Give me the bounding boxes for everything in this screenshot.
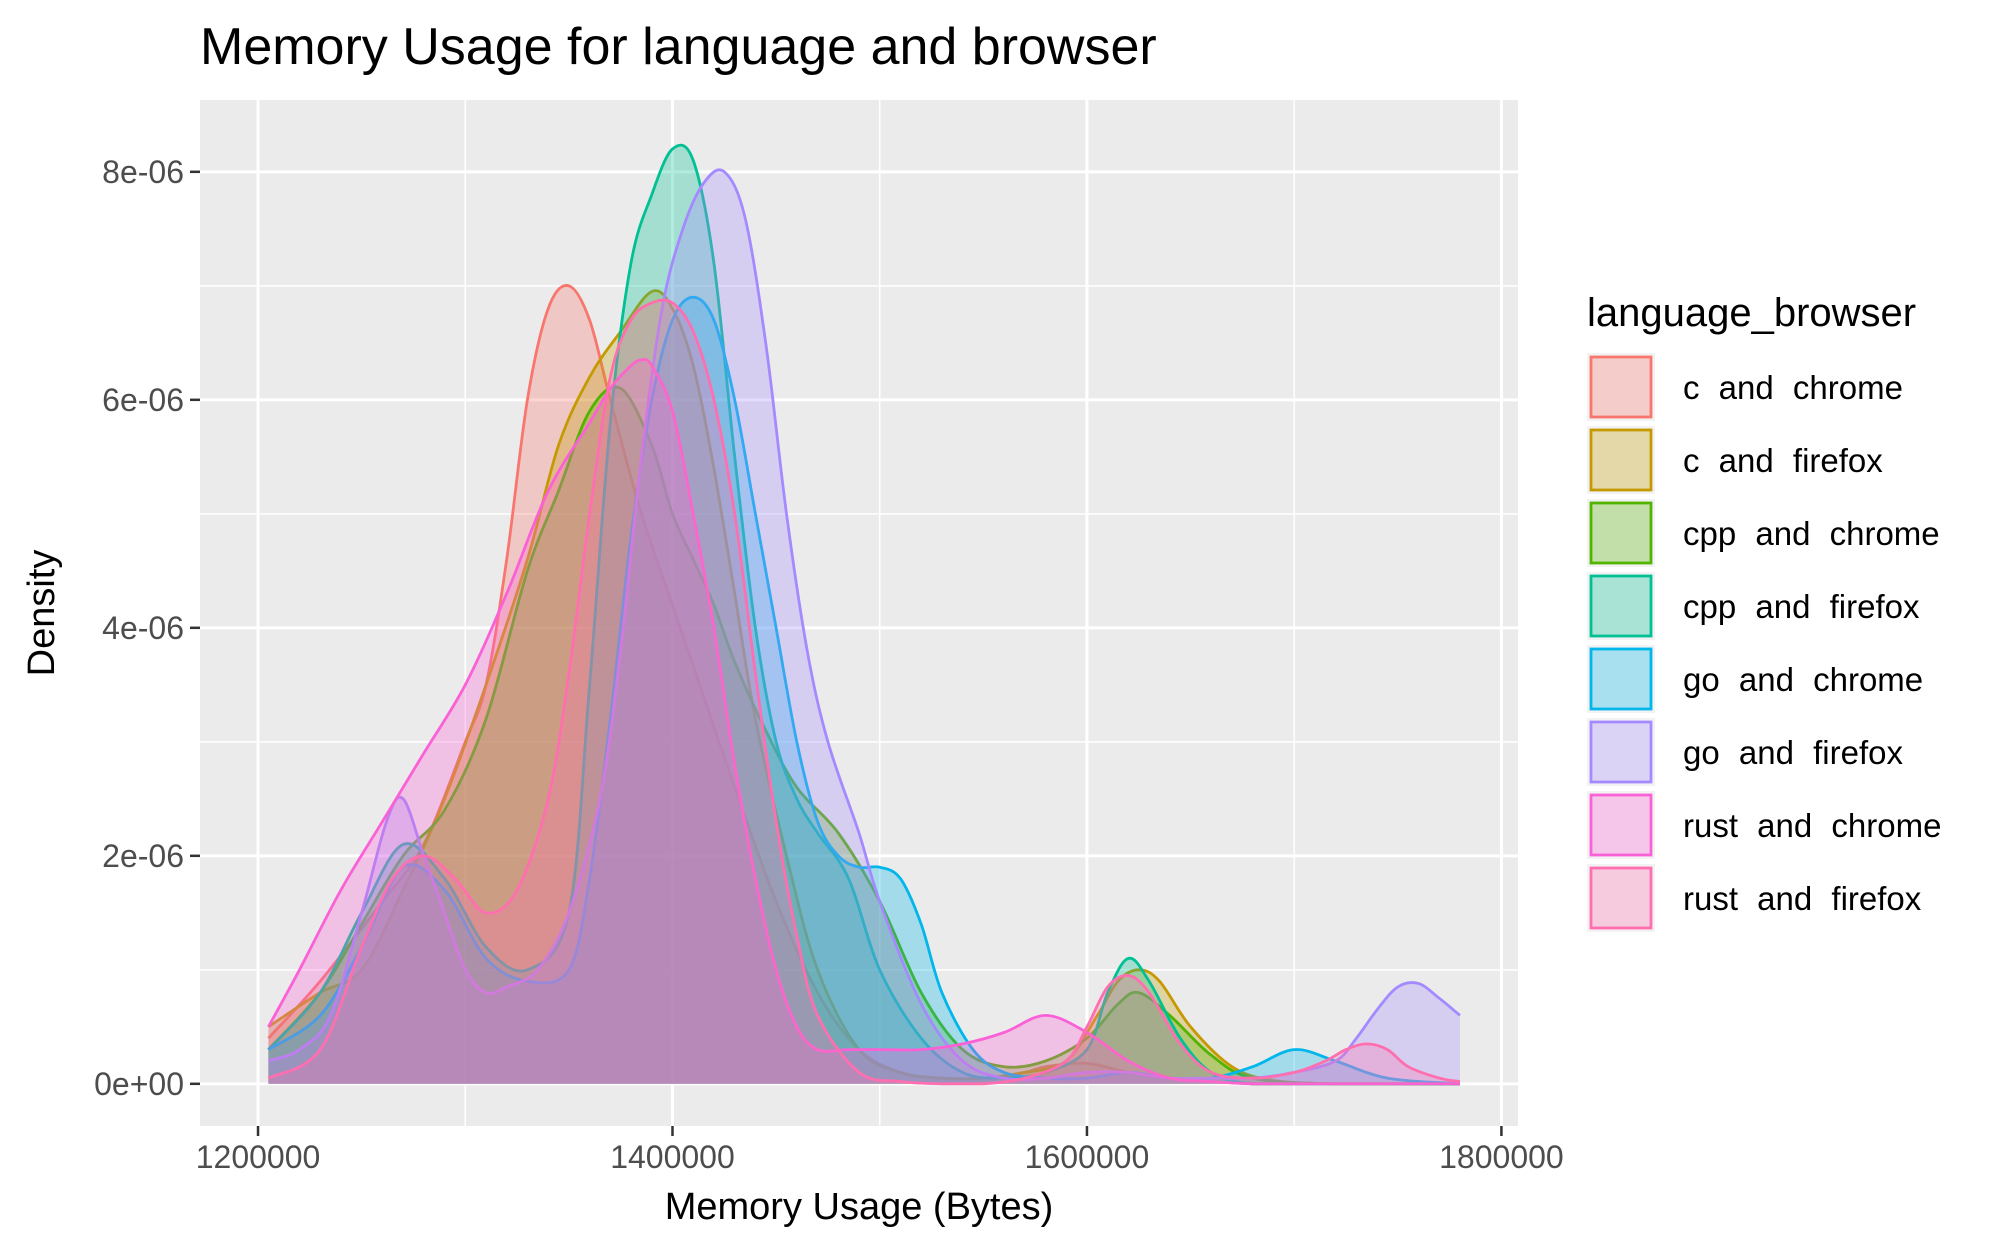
legend-label: cpp and firefox [1683, 588, 1920, 625]
legend-swatch [1589, 501, 1653, 565]
density-area [268, 300, 1460, 1084]
density-area [268, 145, 1460, 1084]
legend-swatch [1589, 647, 1653, 711]
plot-panel [200, 100, 1518, 1126]
legend-swatch [1589, 720, 1653, 784]
legend-key-bg [1587, 864, 1655, 932]
density-series-1 [267, 289, 1460, 1086]
y-tick-label: 8e-06 [102, 154, 184, 190]
density-series-2 [267, 385, 1460, 1086]
grid-minor [200, 100, 1518, 1126]
legend-label: c and firefox [1683, 442, 1883, 479]
legend-swatch [1589, 355, 1653, 419]
legend: language_browser c and chrome c and firef… [1587, 291, 1941, 932]
legend-label: go and chrome [1683, 661, 1923, 698]
density-area [268, 297, 1460, 1084]
legend-label: rust and chrome [1683, 807, 1941, 844]
legend-item: go and firefox [1587, 718, 1903, 786]
density-area [268, 285, 1460, 1084]
legend-key-bg [1587, 645, 1655, 713]
legend-item: c and firefox [1587, 426, 1883, 494]
y-tick-label: 2e-06 [102, 838, 184, 874]
grid-major [200, 100, 1518, 1126]
legend-label: cpp and chrome [1683, 515, 1940, 552]
x-tick-label: 1400000 [610, 1139, 735, 1175]
chart-title: Memory Usage for language and browser [200, 18, 1157, 76]
density-area [268, 290, 1460, 1084]
legend-key-bg [1587, 572, 1655, 640]
legend-item: cpp and firefox [1587, 572, 1920, 640]
legend-label: c and chrome [1683, 369, 1903, 406]
density-line [267, 298, 1461, 1086]
legend-items: c and chrome c and firefox cpp and chrome c… [1587, 353, 1941, 932]
y-axis: 0e+00 2e-06 4e-06 6e-06 8e-06 [94, 154, 200, 1102]
legend-label: go and firefox [1683, 734, 1903, 771]
y-tick-label: 4e-06 [102, 610, 184, 646]
legend-swatch [1589, 574, 1653, 638]
density-area [268, 169, 1460, 1084]
legend-item: go and chrome [1587, 645, 1923, 713]
legend-item: cpp and chrome [1587, 499, 1940, 567]
density-series [267, 143, 1461, 1086]
y-tick-label: 0e+00 [94, 1066, 184, 1102]
x-tick-label: 1200000 [196, 1139, 321, 1175]
legend-item: rust and chrome [1587, 791, 1941, 859]
density-line [267, 358, 1460, 1086]
density-line [267, 385, 1460, 1086]
density-series-3 [267, 143, 1460, 1086]
x-axis-title: Memory Usage (Bytes) [665, 1186, 1054, 1228]
legend-title: language_browser [1587, 291, 1916, 335]
legend-item: c and chrome [1587, 353, 1903, 421]
legend-key-bg [1587, 718, 1655, 786]
legend-key-bg [1587, 499, 1655, 567]
density-series-7 [267, 298, 1461, 1086]
legend-key-bg [1587, 791, 1655, 859]
legend-swatch [1589, 793, 1653, 857]
y-axis-title: Density [21, 550, 63, 677]
legend-swatch [1589, 866, 1653, 930]
legend-key-bg [1587, 353, 1655, 421]
legend-swatch [1589, 428, 1653, 492]
y-tick-label: 6e-06 [102, 382, 184, 418]
density-area [268, 386, 1460, 1084]
x-tick-label: 1800000 [1439, 1139, 1564, 1175]
x-tick-label: 1600000 [1025, 1139, 1150, 1175]
density-area [268, 359, 1460, 1084]
x-axis: 1200000 1400000 1600000 1800000 [196, 1126, 1564, 1175]
legend-label: rust and firefox [1683, 880, 1922, 917]
density-line [267, 143, 1460, 1086]
legend-key-bg [1587, 426, 1655, 494]
density-series-6 [267, 358, 1460, 1086]
legend-item: rust and firefox [1587, 864, 1922, 932]
density-line [267, 289, 1460, 1086]
